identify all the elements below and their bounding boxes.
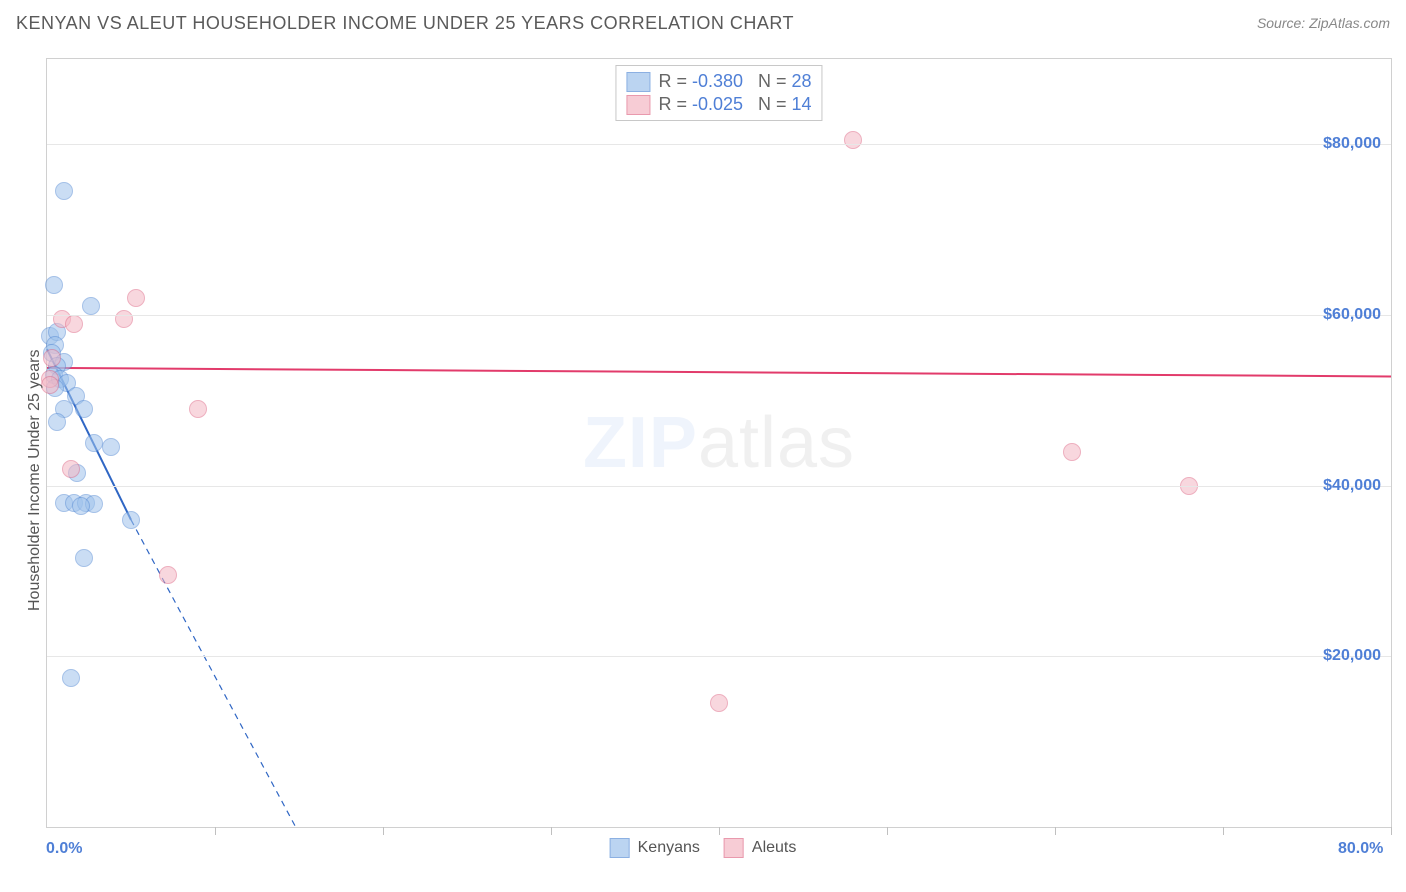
x-tick xyxy=(215,827,216,835)
x-axis-max-label: 80.0% xyxy=(1338,840,1383,858)
aleuts-trend-line xyxy=(47,368,1391,377)
aleuts-point xyxy=(62,460,80,478)
aleuts-point xyxy=(159,566,177,584)
y-tick-label: $60,000 xyxy=(1323,306,1381,324)
x-tick xyxy=(719,827,720,835)
kenyans-point xyxy=(55,182,73,200)
kenyans-legend-label: Kenyans xyxy=(638,839,700,857)
kenyans-trend-line-dashed xyxy=(131,520,296,827)
x-tick xyxy=(1391,827,1392,835)
source-label: Source: ZipAtlas.com xyxy=(1257,15,1390,31)
aleuts-legend-swatch-icon xyxy=(724,838,744,858)
gridline xyxy=(47,144,1391,145)
aleuts-legend-label: Aleuts xyxy=(752,839,796,857)
chart-area: ZIPatlas R = -0.380 N = 28R = -0.025 N =… xyxy=(46,58,1392,828)
gridline xyxy=(47,656,1391,657)
legend-item-kenyans: Kenyans xyxy=(610,838,700,858)
kenyans-point xyxy=(75,400,93,418)
x-tick xyxy=(1223,827,1224,835)
kenyans-point xyxy=(48,413,66,431)
y-tick-label: $40,000 xyxy=(1323,477,1381,495)
series-legend: Kenyans Aleuts xyxy=(610,838,797,858)
legend-item-aleuts: Aleuts xyxy=(724,838,796,858)
kenyans-point xyxy=(62,669,80,687)
gridline xyxy=(47,486,1391,487)
aleuts-point xyxy=(65,315,83,333)
page-title: KENYAN VS ALEUT HOUSEHOLDER INCOME UNDER… xyxy=(16,13,794,34)
x-tick xyxy=(383,827,384,835)
kenyans-point xyxy=(85,434,103,452)
x-tick xyxy=(887,827,888,835)
kenyans-point xyxy=(75,549,93,567)
kenyans-point xyxy=(102,438,120,456)
aleuts-point xyxy=(1063,443,1081,461)
gridline xyxy=(47,315,1391,316)
aleuts-point xyxy=(844,131,862,149)
y-tick-label: $80,000 xyxy=(1323,135,1381,153)
kenyans-point xyxy=(122,511,140,529)
kenyans-point xyxy=(72,497,90,515)
aleuts-point xyxy=(127,289,145,307)
kenyans-point xyxy=(45,276,63,294)
x-tick xyxy=(551,827,552,835)
aleuts-point xyxy=(115,310,133,328)
kenyans-legend-swatch-icon xyxy=(610,838,630,858)
y-axis-label: Householder Income Under 25 years xyxy=(26,349,44,610)
aleuts-point xyxy=(710,694,728,712)
x-tick xyxy=(1055,827,1056,835)
y-tick-label: $20,000 xyxy=(1323,647,1381,665)
x-axis-min-label: 0.0% xyxy=(46,840,82,858)
aleuts-point xyxy=(43,349,61,367)
kenyans-point xyxy=(82,297,100,315)
aleuts-point xyxy=(189,400,207,418)
